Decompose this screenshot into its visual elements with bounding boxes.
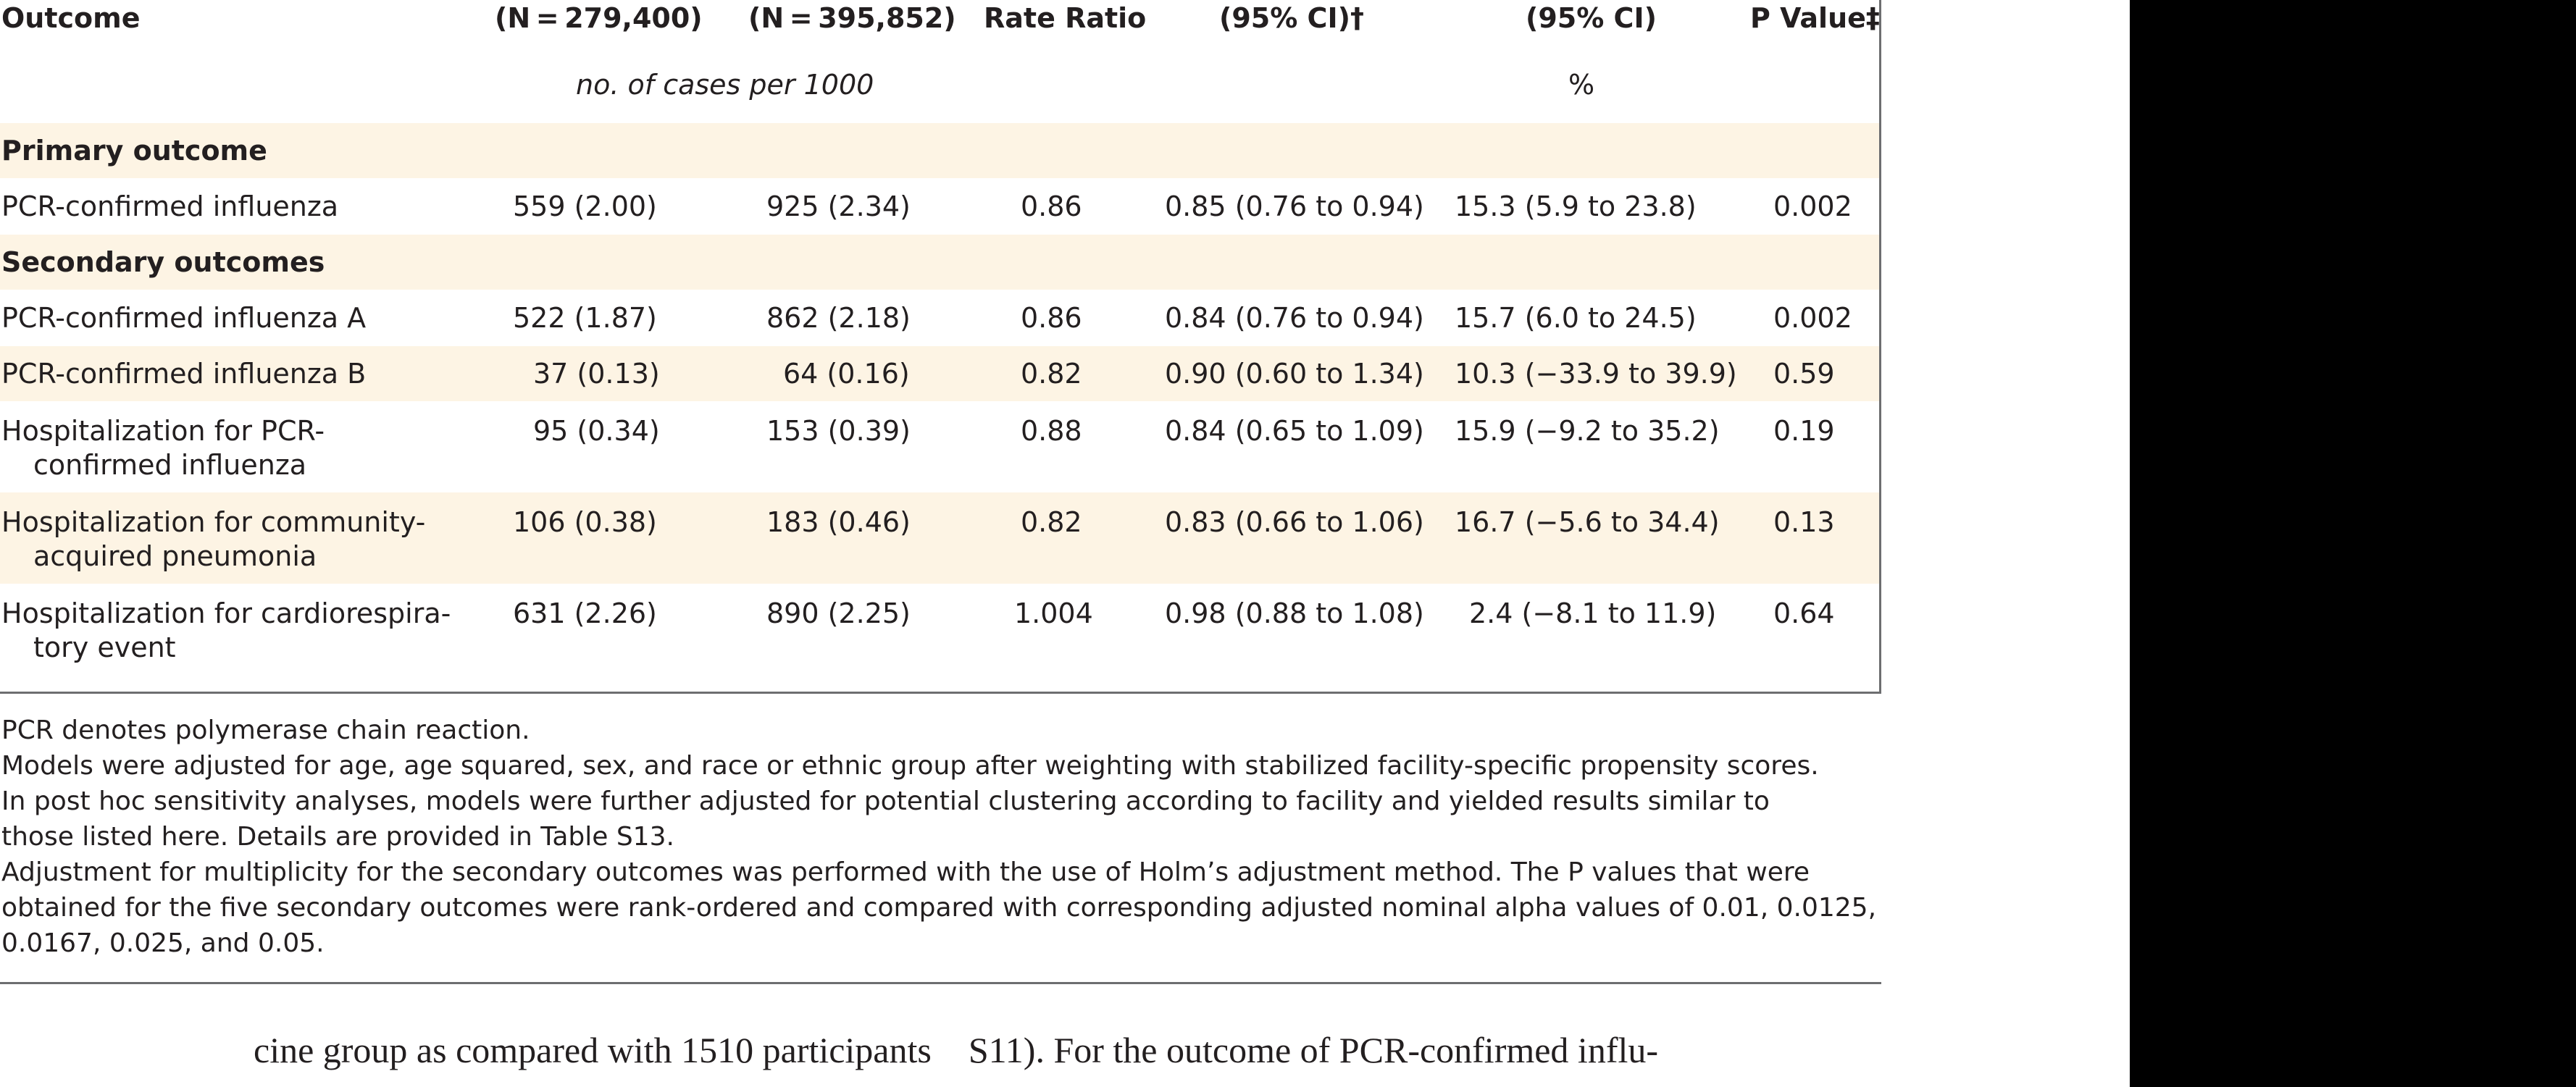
table-row: PCR-confirmed influenza B 37 (0.13) 64 (…: [0, 346, 1879, 401]
row-outcome-label-continued: acquired pneumonia: [33, 540, 317, 572]
row-group2-cases: 153 (0.39): [766, 415, 911, 447]
black-margin: [2130, 0, 2576, 1087]
row-outcome-label-continued: tory event: [33, 631, 176, 663]
row-group1-cases: 106 (0.38): [513, 506, 657, 538]
row-outcome-label: PCR-confirmed influenza: [1, 190, 339, 222]
row-outcome-label: PCR-confirmed influenza B: [1, 358, 367, 390]
row-group2-cases: 925 (2.34): [766, 190, 911, 222]
row-outcome-label: Hospitalization for cardiorespira-: [1, 597, 451, 629]
units-cases-label: no. of cases per 1000: [576, 69, 874, 101]
row-group1-cases: 559 (2.00): [513, 190, 657, 222]
body-text-right-column: S11). For the outcome of PCR-confirmed i…: [968, 1030, 1659, 1070]
table-row: PCR-confirmed influenza 559 (2.00) 925 (…: [0, 178, 1879, 235]
footnote-line: those listed here. Details are provided …: [1, 822, 674, 852]
article-body-text: cine group as compared with 1510 partici…: [254, 1028, 1658, 1072]
row-rate-ratio: 1.004: [1014, 597, 1093, 629]
header-group1-n: (N = 279,400): [495, 2, 703, 34]
row-adjusted-ci: 0.85 (0.76 to 0.94): [1165, 190, 1424, 222]
row-effectiveness-ci: 16.7 (−5.6 to 34.4): [1455, 506, 1720, 538]
row-rate-ratio: 0.86: [1021, 302, 1082, 334]
row-p-value: 0.59: [1773, 358, 1835, 390]
article-page: Outcome (N = 279,400) (N = 395,852) Rate…: [0, 0, 1881, 1072]
row-effectiveness-ci: 15.9 (−9.2 to 35.2): [1455, 415, 1720, 447]
row-group1-cases: 522 (1.87): [513, 302, 657, 334]
row-adjusted-ci: 0.90 (0.60 to 1.34): [1165, 358, 1424, 390]
header-group2-n: (N = 395,852): [748, 2, 956, 34]
row-effectiveness-ci: 10.3 (−33.9 to 39.9): [1455, 358, 1737, 390]
table-row: PCR-confirmed influenza A 522 (1.87) 862…: [0, 290, 1879, 346]
section-secondary-label: Secondary outcomes: [1, 246, 325, 278]
row-outcome-label: Hospitalization for PCR-: [1, 415, 325, 447]
table-row: Hospitalization for cardiorespira- tory …: [0, 584, 1879, 675]
row-p-value: 0.64: [1773, 597, 1835, 629]
row-rate-ratio: 0.88: [1021, 415, 1082, 447]
table-header-row: Outcome (N = 279,400) (N = 395,852) Rate…: [0, 0, 1880, 43]
row-group2-cases: 183 (0.46): [766, 506, 911, 538]
header-outcome: Outcome: [1, 2, 141, 34]
row-group1-cases: 631 (2.26): [513, 597, 657, 629]
header-rate-ratio: Rate Ratio: [984, 2, 1147, 34]
row-group1-cases: 95 (0.34): [533, 415, 660, 447]
row-outcome-label-continued: confirmed influenza: [33, 449, 307, 481]
table-row: Hospitalization for PCR- confirmed influ…: [0, 401, 1879, 492]
row-outcome-label: Hospitalization for community-: [1, 506, 426, 538]
units-percent-label: %: [1568, 69, 1595, 101]
row-rate-ratio: 0.82: [1021, 506, 1082, 538]
footnote-line: 0.0167, 0.025, and 0.05.: [1, 928, 325, 958]
row-effectiveness-ci: 15.3 (5.9 to 23.8): [1455, 190, 1697, 222]
row-p-value: 0.002: [1773, 190, 1852, 222]
footnote-line: Adjustment for multiplicity for the seco…: [1, 857, 1810, 887]
header-adjusted-ci: (95% CI)†: [1219, 2, 1364, 34]
row-adjusted-ci: 0.84 (0.76 to 0.94): [1165, 302, 1424, 334]
footnote-line: In post hoc sensitivity analyses, models…: [1, 786, 1770, 816]
row-p-value: 0.19: [1773, 415, 1835, 447]
header-p-value: P Value‡: [1750, 2, 1880, 34]
section-primary-label: Primary outcome: [1, 135, 267, 167]
row-adjusted-ci: 0.84 (0.65 to 1.09): [1165, 415, 1424, 447]
row-group2-cases: 862 (2.18): [766, 302, 911, 334]
section-row-primary: Primary outcome: [0, 123, 1879, 178]
row-rate-ratio: 0.82: [1021, 358, 1082, 390]
row-rate-ratio: 0.86: [1021, 190, 1082, 222]
row-p-value: 0.13: [1773, 506, 1835, 538]
row-effectiveness-ci: 2.4 (−8.1 to 11.9): [1469, 597, 1717, 629]
footnote-line: obtained for the five secondary outcomes…: [1, 893, 1877, 923]
footnote-line: PCR denotes polymerase chain reaction.: [1, 715, 530, 745]
results-table: Outcome (N = 279,400) (N = 395,852) Rate…: [0, 0, 1881, 694]
footnote-divider: [0, 982, 1881, 984]
table-units-row: no. of cases per 1000 %: [0, 67, 1879, 110]
row-adjusted-ci: 0.83 (0.66 to 1.06): [1165, 506, 1424, 538]
row-group2-cases: 64 (0.16): [783, 358, 910, 390]
row-group2-cases: 890 (2.25): [766, 597, 911, 629]
row-p-value: 0.002: [1773, 302, 1852, 334]
table-row: Hospitalization for community- acquired …: [0, 492, 1879, 584]
row-effectiveness-ci: 15.7 (6.0 to 24.5): [1455, 302, 1697, 334]
row-group1-cases: 37 (0.13): [533, 358, 660, 390]
header-effectiveness-ci: (95% CI): [1526, 2, 1657, 34]
row-outcome-label: PCR-confirmed influenza A: [1, 302, 367, 334]
row-adjusted-ci: 0.98 (0.88 to 1.08): [1165, 597, 1424, 629]
body-text-left-column: cine group as compared with 1510 partici…: [254, 1030, 932, 1070]
section-row-secondary: Secondary outcomes: [0, 235, 1879, 290]
footnote-line: Models were adjusted for age, age square…: [1, 751, 1819, 781]
